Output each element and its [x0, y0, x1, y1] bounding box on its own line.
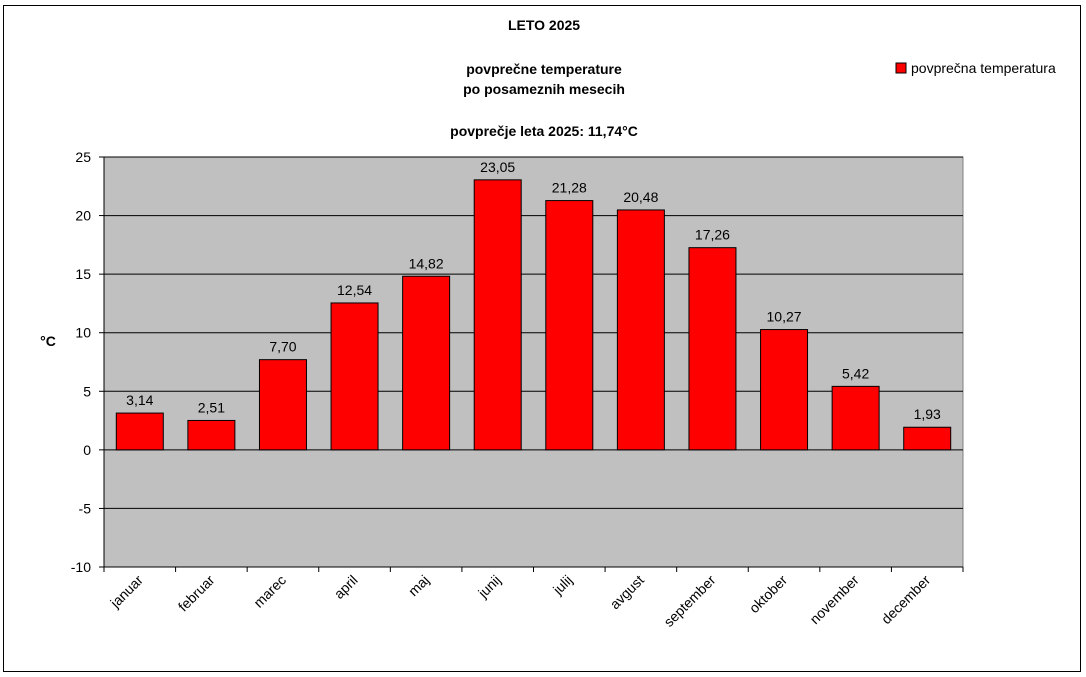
chart-subtitle-line-2: po posameznih mesecih	[463, 81, 625, 97]
x-tick-label-junij: junij	[474, 572, 504, 602]
value-label-december: 1,93	[914, 406, 941, 422]
y-tick-label: 25	[75, 149, 91, 165]
y-axis-label: °C	[40, 333, 56, 349]
legend-label: povprečna temperatura	[911, 60, 1056, 76]
x-tick-label-september: september	[660, 572, 718, 630]
x-tick-label-avgust: avgust	[607, 572, 648, 613]
y-tick-label: 15	[75, 266, 91, 282]
bar-april	[330, 302, 379, 451]
bar-marec	[258, 359, 307, 451]
bar-januar	[115, 412, 164, 451]
y-tick-label: 0	[83, 442, 91, 458]
chart-title: LETO 2025	[508, 17, 580, 33]
bar-julij	[545, 200, 594, 451]
y-tick-label: 5	[83, 383, 91, 399]
bar-maj	[402, 275, 451, 451]
y-tick-label: -5	[79, 500, 92, 516]
value-labels: 3,14 2,51 7,70 12,54 14,82 23,05 21,28 20,48 17,…	[126, 159, 941, 422]
bar-junij	[473, 179, 522, 451]
value-label-marec: 7,70	[269, 339, 296, 355]
chart-annotation-average: povprečje leta 2025: 11,74°C	[450, 123, 638, 139]
x-tick-label-marec: marec	[250, 572, 289, 611]
x-tick-label-maj: maj	[405, 572, 432, 599]
x-tick-label-april: april	[331, 572, 361, 602]
value-label-november: 5,42	[842, 365, 869, 381]
x-tick-label-oktober: oktober	[746, 572, 791, 617]
value-label-julij: 21,28	[552, 180, 587, 196]
plot-area	[103, 156, 964, 568]
value-label-junij: 23,05	[480, 159, 515, 175]
value-label-oktober: 10,27	[767, 309, 802, 325]
y-tick-label: 10	[75, 325, 91, 341]
value-label-avgust: 20,48	[623, 189, 658, 205]
bar-september	[688, 247, 737, 451]
bar-februar	[187, 419, 236, 451]
axes	[99, 156, 964, 572]
x-tick-label-december: december	[878, 572, 934, 628]
value-label-september: 17,26	[695, 227, 730, 243]
y-tick-label: 20	[75, 208, 91, 224]
value-label-maj: 14,82	[409, 255, 444, 271]
x-tick-label-november: november	[806, 572, 862, 628]
bar-november	[831, 385, 880, 451]
value-label-april: 12,54	[337, 282, 372, 298]
value-label-februar: 2,51	[198, 399, 225, 415]
x-tick-label-februar: februar	[175, 572, 218, 615]
x-tick-labels: januar februar marec april maj junij julij avgu…	[106, 572, 933, 630]
bar-avgust	[616, 209, 665, 451]
legend-swatch	[895, 62, 907, 74]
value-label-januar: 3,14	[126, 392, 153, 408]
chart-subtitle-line-1: povprečne temperature	[466, 61, 622, 77]
y-tick-label: -10	[71, 559, 91, 575]
bar-december	[903, 426, 952, 451]
x-tick-label-januar: januar	[106, 572, 146, 612]
y-tick-labels: -10 -5 0 5 10 15 20 25	[71, 149, 91, 575]
x-tick-label-julij: julij	[549, 572, 575, 598]
bars	[115, 179, 952, 451]
bar-oktober	[760, 329, 809, 451]
legend: povprečna temperatura	[895, 60, 1056, 76]
